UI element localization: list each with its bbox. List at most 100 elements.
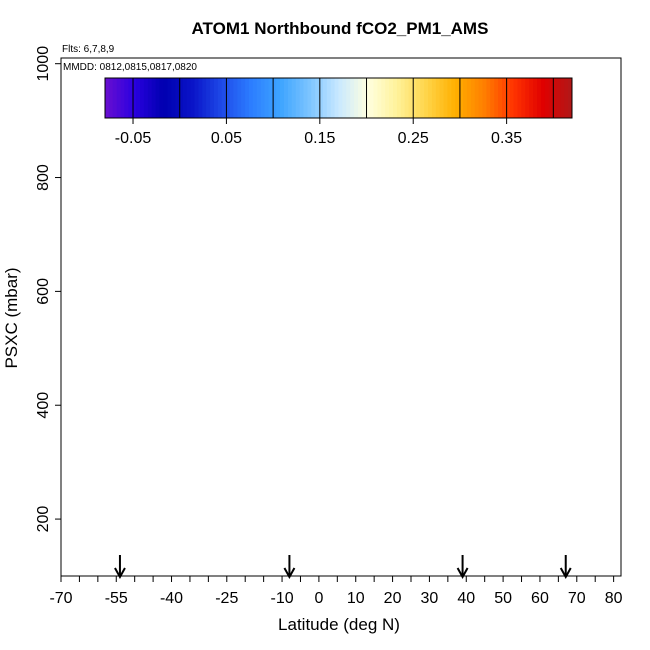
sample-point [333, 60, 342, 69]
colorbar-segment [143, 78, 149, 118]
flights-label: Flts: 6,7,8,9 [62, 44, 115, 55]
colorbar-segment [260, 78, 266, 118]
colorbar-segment [213, 78, 219, 118]
colorbar-segment [225, 78, 231, 118]
colorbar-segment [315, 78, 320, 118]
colorbar-segment [544, 78, 550, 118]
colorbar-segment [548, 78, 554, 118]
colorbar-segment [443, 78, 448, 118]
colorbar-segment [365, 78, 371, 118]
sample-point [546, 458, 556, 467]
colorbar-segment [334, 78, 339, 118]
colorbar-segment [167, 78, 172, 118]
sample-point [307, 463, 316, 472]
colorbar-segment [108, 78, 114, 118]
arrow-head [456, 567, 469, 580]
colorbar-segment [303, 78, 308, 118]
colorbar-segment [525, 78, 530, 118]
colorbar-segment [338, 78, 343, 118]
colorbar-segment [229, 78, 234, 118]
colorbar-segment [186, 78, 192, 118]
colorbar-segment [248, 78, 254, 118]
sample-point [215, 480, 224, 489]
colorbar-segment [431, 78, 437, 118]
colorbar-segment [178, 78, 184, 118]
sample-point [230, 441, 239, 450]
sample-point [432, 412, 441, 421]
colorbar-segment [435, 78, 441, 118]
colorbar-segment [357, 78, 363, 118]
x-tick-label: 30 [421, 590, 439, 607]
sample-point [594, 182, 604, 191]
colorbar-segment [159, 78, 164, 118]
colorbar-segment [128, 78, 133, 118]
sample-point [278, 220, 287, 229]
colorbar-segment [245, 78, 250, 118]
sample-point [219, 378, 228, 387]
colorbar-segment [392, 78, 398, 118]
colorbar-segment [151, 78, 157, 118]
sample-point [594, 479, 604, 488]
sample-point [440, 472, 449, 481]
colorbar-segment [389, 78, 394, 118]
colorbar-segment [482, 78, 487, 118]
sample-point [561, 381, 570, 390]
colorbar-segment [494, 78, 499, 118]
arrow-head [559, 567, 572, 580]
sample-point [292, 493, 301, 502]
colorbar-segment [404, 78, 410, 118]
colorbar-segment [568, 78, 573, 118]
colorbar-segment [478, 78, 483, 118]
sample-point [252, 492, 261, 501]
flight-arrows [114, 555, 572, 580]
y-axis: 200 400 600 800 1000 [35, 46, 61, 533]
colorbar-segment [420, 78, 425, 118]
colorbar-segment [517, 78, 522, 118]
colorbar-segment [124, 78, 129, 118]
sample-point [145, 472, 154, 481]
colorbar-segment [342, 78, 347, 118]
colorbar-segment [163, 78, 168, 118]
sample-point [576, 506, 585, 515]
colorbar-segment [564, 78, 569, 118]
colorbar-segment [451, 78, 456, 118]
colorbar-tick-label: 0.35 [491, 130, 522, 147]
colorbar-segment [147, 78, 153, 118]
colorbar-segment [221, 78, 227, 118]
colorbar-segment [264, 78, 269, 118]
colorbar-segment [474, 78, 480, 118]
x-tick-label: -25 [215, 590, 238, 607]
colorbar-tick-label: 0.05 [211, 130, 242, 147]
colorbar-segment [509, 78, 515, 118]
x-tick-label: 10 [347, 590, 365, 607]
sample-point [605, 402, 615, 411]
y-tick-label: 200 [35, 506, 52, 533]
colorbar-segment [521, 78, 526, 118]
colorbar-segment [198, 78, 203, 118]
colorbar-segment [272, 78, 277, 118]
colorbar-segment [408, 78, 413, 118]
colorbar-segment [210, 78, 215, 118]
colorbar-segment [498, 78, 503, 118]
sample-point [355, 62, 364, 71]
x-tick-label: 80 [605, 590, 623, 607]
colorbar-segment [307, 78, 312, 118]
colorbar-segment [381, 78, 386, 118]
colorbar-segment [241, 78, 246, 118]
sample-point [583, 60, 592, 69]
colorbar-segment [287, 78, 293, 118]
colorbar-segment [447, 78, 452, 118]
colorbar-segment [116, 78, 122, 118]
y-axis-label: PSXC (mbar) [2, 267, 21, 368]
sample-point [506, 458, 515, 467]
sample-point [569, 458, 578, 467]
colorbar-segment [330, 78, 336, 118]
colorbar-segment [346, 78, 351, 118]
colorbar-segment [439, 78, 445, 118]
colorbar-segment [311, 78, 316, 118]
colorbar-segment [540, 78, 546, 118]
mmdd-label: MMDD: 0812,0815,0817,0820 [63, 62, 197, 73]
colorbar-segment [112, 78, 118, 118]
colorbar-segment [276, 78, 281, 118]
